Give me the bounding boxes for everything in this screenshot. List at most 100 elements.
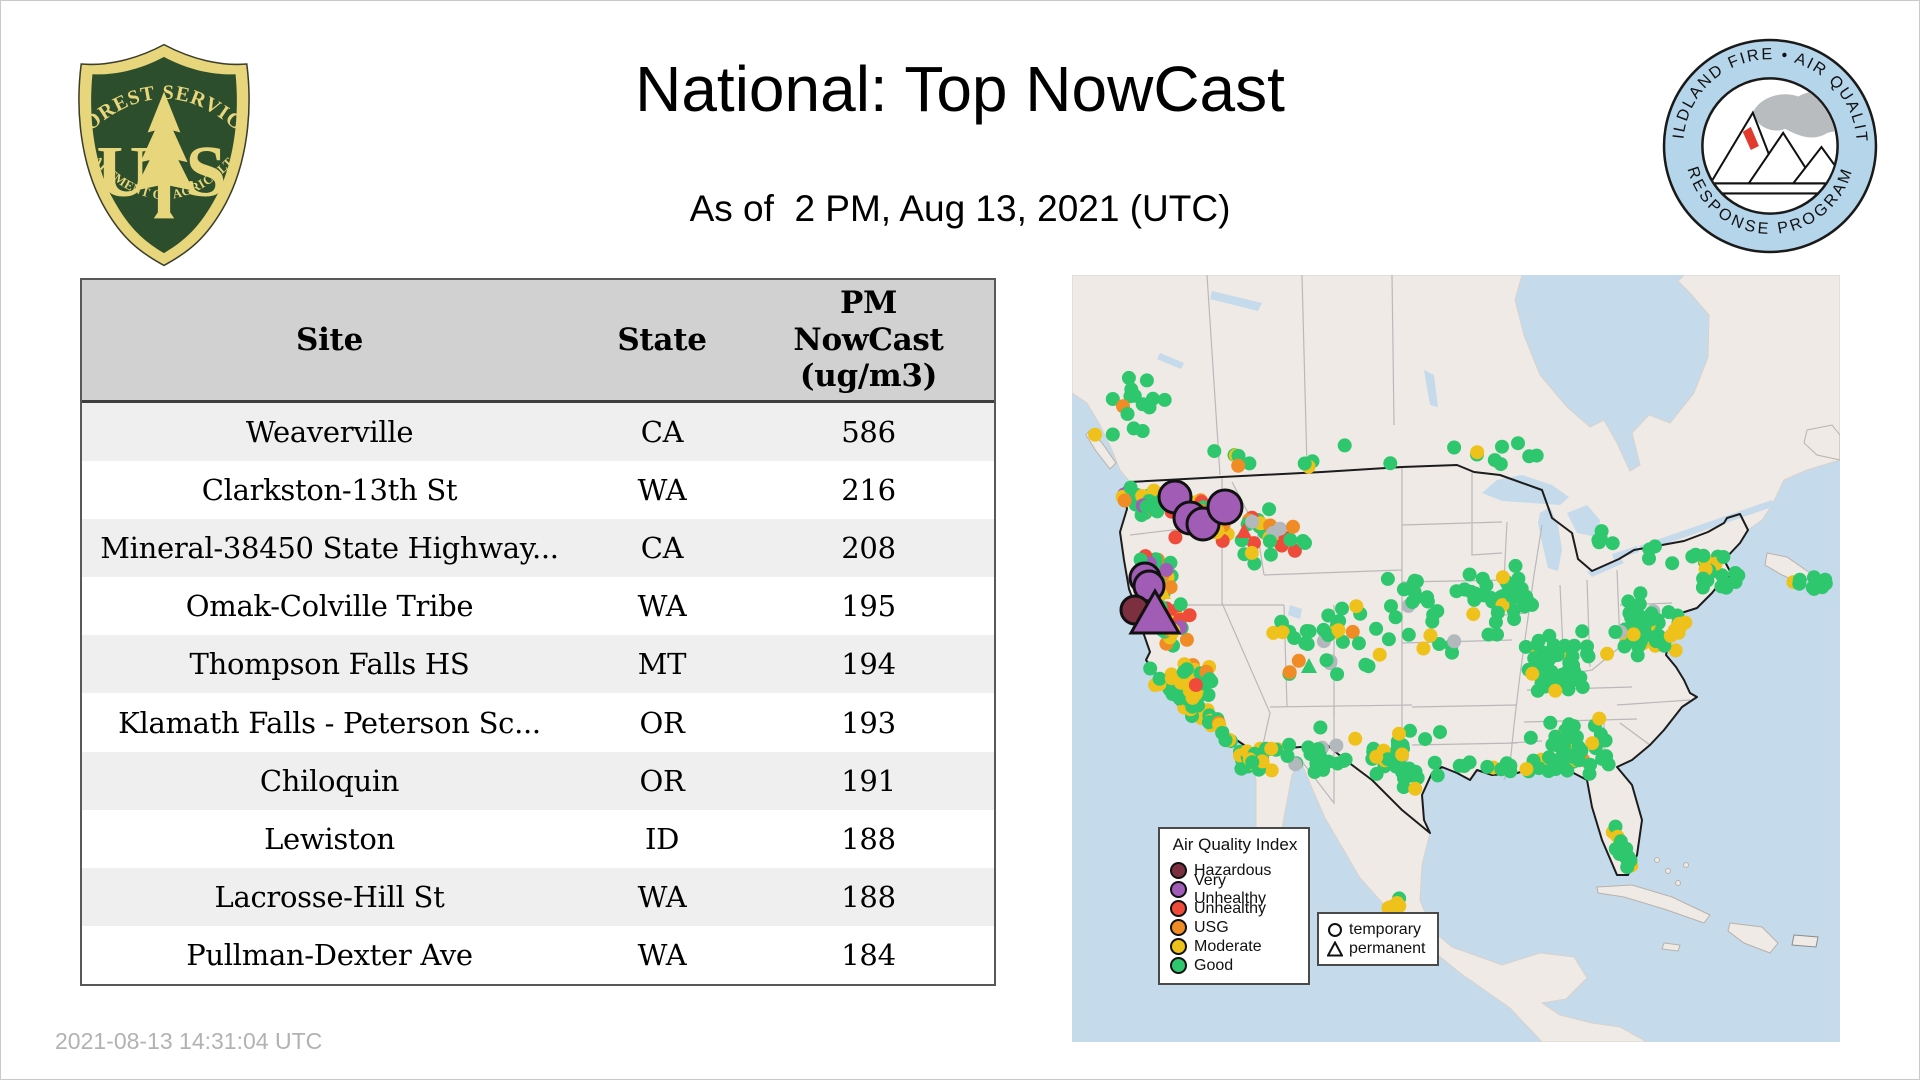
site-cell: Weaverville <box>245 415 414 450</box>
monitor-dot <box>1283 532 1298 547</box>
monitor-dot <box>1392 726 1406 741</box>
monitor-dot <box>1302 624 1317 639</box>
aqi-legend-label: Unhealthy <box>1194 899 1267 917</box>
monitor-dot <box>1139 499 1154 514</box>
state-cell: ID <box>644 821 680 856</box>
state-cell: OR <box>639 705 685 740</box>
monitor-dot <box>1730 568 1745 583</box>
aqi-legend-item: Unhealthy <box>1170 899 1300 918</box>
monitor-dot <box>1574 743 1589 758</box>
monitor-dot <box>1495 570 1510 585</box>
monitor-dot <box>1420 594 1435 609</box>
monitor-dot <box>1390 896 1405 910</box>
value-cell: 188 <box>841 879 896 914</box>
monitor-dot <box>1449 584 1464 599</box>
monitor-dot <box>1282 737 1297 752</box>
monitor-dot <box>1361 659 1376 674</box>
table-row: Mineral-38450 State Highway... CA 208 <box>82 519 994 578</box>
monitor-dot <box>1427 755 1442 770</box>
table-row: Lewiston ID 188 <box>82 809 994 868</box>
site-cell: Omak-Colville Tribe <box>185 589 474 624</box>
aqi-legend-label: USG <box>1194 918 1229 936</box>
monitor-dot <box>1407 573 1422 588</box>
monitor-dot <box>1262 534 1277 549</box>
monitor-dot <box>1403 723 1417 738</box>
monitor-dot <box>1696 548 1711 563</box>
monitor-dot <box>1286 519 1300 534</box>
monitor-dot <box>1480 759 1495 774</box>
monitor-dot <box>1388 610 1403 625</box>
monitor-dot <box>1163 580 1178 595</box>
site-cell: Chiloquin <box>259 763 400 798</box>
monitor-dot <box>1423 628 1438 643</box>
aqi-legend-label: Good <box>1194 956 1234 974</box>
monitor-dot <box>1242 456 1257 471</box>
state-cell: WA <box>637 473 687 508</box>
state-cell: MT <box>637 647 687 682</box>
aqi-legend-item: USG <box>1170 918 1300 937</box>
monitor-dot <box>1575 624 1590 639</box>
aqi-legend-item: Very Unhealthy <box>1170 872 1300 907</box>
monitor-dot <box>1338 752 1353 767</box>
value-cell: 193 <box>841 705 896 740</box>
monitor-dot <box>1335 634 1350 649</box>
monitor-dot <box>1557 638 1572 653</box>
column-header-state: State <box>617 321 707 358</box>
monitor-dot <box>1592 711 1607 726</box>
monitor-dot <box>1173 597 1188 612</box>
table-body: Weaverville CA 586 Clarkston-13th St WA 216 Mi… <box>82 403 994 984</box>
monitor-dot <box>1143 661 1158 676</box>
permanent-triangle-icon <box>1327 940 1343 956</box>
aqi-swatch-icon <box>1170 900 1187 917</box>
monitor-dot <box>1548 762 1563 776</box>
monitor-dot <box>1105 427 1120 442</box>
monitor-dot <box>1405 595 1420 610</box>
monitor-dot <box>1275 625 1290 640</box>
monitor-dot <box>1418 732 1433 747</box>
monitor-dot <box>1447 440 1462 455</box>
monitor-dot <box>1247 556 1262 571</box>
table-row: Klamath Falls - Peterson Sc... OR 193 <box>82 693 994 752</box>
monitor-dot <box>1580 646 1595 661</box>
monitor-dot <box>1298 636 1313 651</box>
monitor-dot <box>1536 649 1551 664</box>
monitor-dot <box>1330 667 1345 682</box>
monitor-dot <box>1544 664 1559 679</box>
page-subtitle: As of 2 PM, Aug 13, 2021 (UTC) <box>689 188 1231 229</box>
monitor-dot <box>1665 556 1680 571</box>
aqi-legend-item: Good <box>1170 956 1300 975</box>
monitor-dot <box>1139 373 1154 388</box>
monitor-dot <box>1522 595 1537 610</box>
monitor-dot <box>1575 680 1590 695</box>
monitor-dot <box>1543 715 1558 730</box>
aqi-swatch-icon <box>1170 919 1187 936</box>
monitor-dot <box>1506 603 1521 618</box>
monitor-dot <box>1508 558 1523 573</box>
state-cell: OR <box>639 763 685 798</box>
monitor-dot <box>1466 607 1481 622</box>
monitor-dot <box>1380 571 1395 586</box>
forest-service-logo: FOREST SERVICE U S DEPARTMENT OF AGRICUL… <box>72 40 250 267</box>
monitor-dot <box>1401 627 1416 642</box>
pine-tree-icon <box>134 91 194 219</box>
monitor-dot <box>1462 567 1477 582</box>
monitor-dot <box>1818 576 1833 591</box>
monitor-dot <box>1685 549 1700 564</box>
monitor-dot <box>1380 752 1395 767</box>
monitor-dot <box>1331 623 1346 638</box>
monitor-dot <box>1384 599 1398 614</box>
monitor-dot <box>1511 436 1525 451</box>
monitor-dot <box>1351 636 1366 651</box>
aqi-legend-label: Very Unhealthy <box>1194 871 1267 907</box>
state-cell: WA <box>637 589 687 624</box>
table-row: Clarkston-13th St WA 216 <box>82 461 994 520</box>
monitor-dot <box>1792 576 1807 591</box>
monitor-dot <box>1546 638 1561 653</box>
monitor-dot <box>1383 456 1398 471</box>
monitor-dot <box>1316 622 1331 637</box>
aqi-legend-item: Hazardous <box>1170 861 1300 880</box>
site-cell: Thompson Falls HS <box>189 647 470 682</box>
monitor-dot <box>1313 720 1328 735</box>
monitor-dot <box>1594 524 1609 539</box>
aqi-map: Air Quality Index Hazardous Very Unhealth… <box>1071 274 1841 1043</box>
